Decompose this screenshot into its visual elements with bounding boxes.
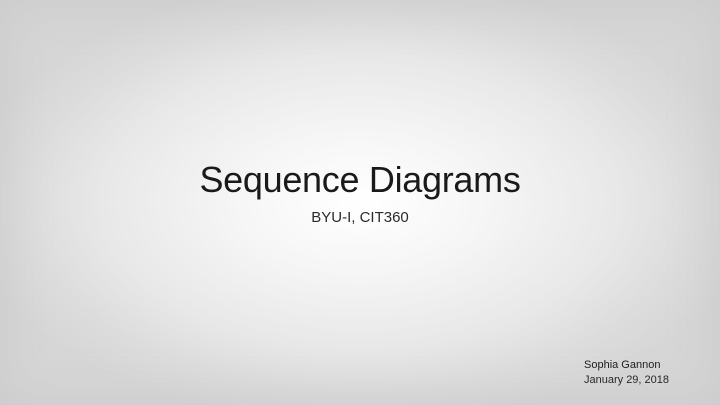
author-name: Sophia Gannon	[584, 359, 661, 371]
author-block: Sophia Gannon January 29, 2018	[584, 358, 714, 388]
presentation-date: January 29, 2018	[584, 374, 670, 386]
slide-title: Sequence Diagrams	[199, 159, 521, 200]
slide-subtitle: BYU-I, CIT360	[311, 209, 409, 226]
